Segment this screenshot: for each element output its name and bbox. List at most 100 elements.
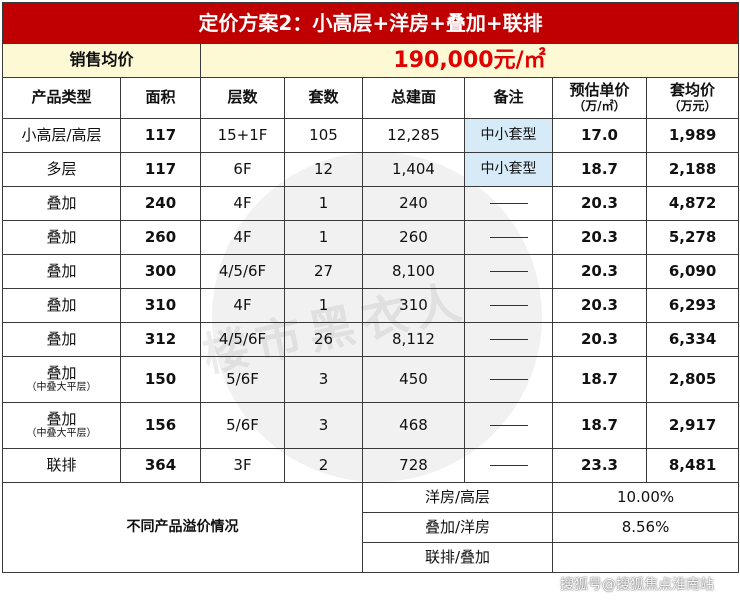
cell-product-type: 叠加 （中叠大平层） — [2, 402, 121, 449]
table-row: 小高层/高层 117 15+1F 105 12,285 中小套型 17.0 1,989 — [2, 118, 740, 153]
cell-units: 1 — [284, 186, 363, 221]
table-row: 叠加 310 4F 1 310 20.3 6,293 — [2, 288, 740, 323]
header-row: 产品类型 面积 层数 套数 总建面 备注 预估单价 （万/㎡） 套均价 （万元） — [2, 77, 740, 119]
cell-note — [464, 356, 553, 403]
cell-note: 中小套型 — [464, 118, 553, 153]
cell-avg-price: 2,188 — [645, 152, 740, 187]
cell-units: 27 — [284, 254, 363, 289]
header-cell: 套均价 （万元） — [645, 77, 740, 119]
product-type-label: 叠加 — [46, 227, 77, 246]
cell-product-type: 叠加 — [2, 254, 121, 289]
header-cell: 总建面 — [362, 77, 465, 119]
cell-total-area: 468 — [362, 402, 465, 449]
cell-area: 312 — [120, 322, 201, 357]
cell-area: 156 — [120, 402, 201, 449]
cell-product-type: 叠加 — [2, 186, 121, 221]
cell-unit-price: 20.3 — [552, 186, 647, 221]
cell-area: 150 — [120, 356, 201, 403]
premium-row: 叠加/洋房 8.56% — [3, 512, 740, 543]
cell-avg-price: 2,917 — [645, 402, 740, 449]
cell-area: 240 — [120, 186, 201, 221]
product-type-label: 叠加 — [46, 329, 77, 348]
product-type-sub: （中叠大平层） — [26, 428, 97, 440]
premium-value: 10.00% — [551, 482, 740, 513]
cell-product-type: 多层 — [2, 152, 121, 187]
cell-unit-price: 18.7 — [552, 152, 647, 187]
premium-row: 不同产品溢价情况 洋房/高层 10.00% — [2, 482, 740, 573]
cell-floors: 4F — [200, 186, 285, 221]
cell-floors: 15+1F — [200, 118, 285, 153]
avg-price-value: 190,000元/㎡ — [199, 43, 740, 78]
cell-product-type: 联排 — [2, 448, 121, 483]
product-type-sub: （中叠大平层） — [26, 382, 97, 394]
header-cell: 预估单价 （万/㎡） — [552, 77, 647, 119]
cell-product-type: 叠加 （中叠大平层） — [2, 356, 121, 403]
cell-product-type: 叠加 — [2, 288, 121, 323]
cell-product-type: 小高层/高层 — [2, 118, 121, 153]
cell-avg-price: 8,481 — [645, 448, 740, 483]
cell-floors: 6F — [200, 152, 285, 187]
table-row: 叠加 260 4F 1 260 20.3 5,278 — [2, 220, 740, 255]
cell-unit-price: 20.3 — [552, 322, 647, 357]
table-title: 定价方案2：小高层+洋房+叠加+联排 — [1, 2, 740, 44]
product-type-label: 叠加 — [46, 193, 77, 212]
header-cell: 备注 — [464, 77, 553, 119]
premium-label: 不同产品溢价情况 — [2, 482, 363, 573]
cell-total-area: 1,404 — [362, 152, 465, 187]
cell-units: 1 — [284, 288, 363, 323]
cell-note — [464, 220, 553, 255]
premium-value — [551, 542, 740, 573]
dash-line — [489, 464, 528, 466]
cell-note — [464, 186, 553, 221]
dash-line — [489, 236, 528, 238]
cell-area: 364 — [120, 448, 201, 483]
cell-unit-price: 23.3 — [552, 448, 647, 483]
cell-total-area: 260 — [362, 220, 465, 255]
product-type-label: 叠加 — [46, 295, 77, 314]
cell-avg-price: 2,805 — [645, 356, 740, 403]
footer-watermark: 搜狐号@搜狐焦点淮南站 — [560, 577, 714, 593]
cell-total-area: 240 — [362, 186, 465, 221]
cell-units: 105 — [284, 118, 363, 153]
avg-price-label: 销售均价 — [2, 43, 201, 78]
cell-note — [464, 322, 553, 357]
product-type-label: 叠加 — [46, 364, 77, 383]
cell-units: 12 — [284, 152, 363, 187]
cell-total-area: 450 — [362, 356, 465, 403]
table-row: 叠加 （中叠大平层） 156 5/6F 3 468 18.7 2,917 — [2, 402, 740, 449]
cell-area: 300 — [120, 254, 201, 289]
product-type-label: 叠加 — [46, 410, 77, 429]
cell-units: 2 — [284, 448, 363, 483]
cell-avg-price: 6,334 — [645, 322, 740, 357]
dash-line — [489, 378, 528, 380]
cell-total-area: 12,285 — [362, 118, 465, 153]
cell-total-area: 728 — [362, 448, 465, 483]
premium-row: 联排/叠加 — [3, 542, 740, 573]
table-row: 多层 117 6F 12 1,404 中小套型 18.7 2,188 — [2, 152, 740, 187]
header-cell: 套数 — [284, 77, 363, 119]
cell-area: 117 — [120, 118, 201, 153]
cell-total-area: 8,100 — [362, 254, 465, 289]
premium-name: 叠加/洋房 — [362, 512, 553, 543]
cell-avg-price: 6,090 — [645, 254, 740, 289]
product-type-label: 多层 — [46, 159, 77, 178]
cell-unit-price: 20.3 — [552, 288, 647, 323]
cell-note — [464, 402, 553, 449]
cell-unit-price: 17.0 — [552, 118, 647, 153]
dash-line — [489, 338, 528, 340]
cell-unit-price: 20.3 — [552, 254, 647, 289]
header-cell: 面积 — [120, 77, 201, 119]
cell-avg-price: 1,989 — [645, 118, 740, 153]
cell-floors: 5/6F — [200, 402, 285, 449]
table-row: 叠加 312 4/5/6F 26 8,112 20.3 6,334 — [2, 322, 740, 357]
cell-units: 26 — [284, 322, 363, 357]
table-row: 叠加 240 4F 1 240 20.3 4,872 — [2, 186, 740, 221]
premium-name: 联排/叠加 — [362, 542, 553, 573]
dash-line — [489, 304, 528, 306]
product-type-label: 联排 — [46, 455, 77, 474]
cell-note — [464, 288, 553, 323]
cell-product-type: 叠加 — [2, 220, 121, 255]
pricing-table: 定价方案2：小高层+洋房+叠加+联排 销售均价 190,000元/㎡ 产品类型 … — [1, 2, 740, 573]
product-type-label: 叠加 — [46, 261, 77, 280]
cell-avg-price: 5,278 — [645, 220, 740, 255]
